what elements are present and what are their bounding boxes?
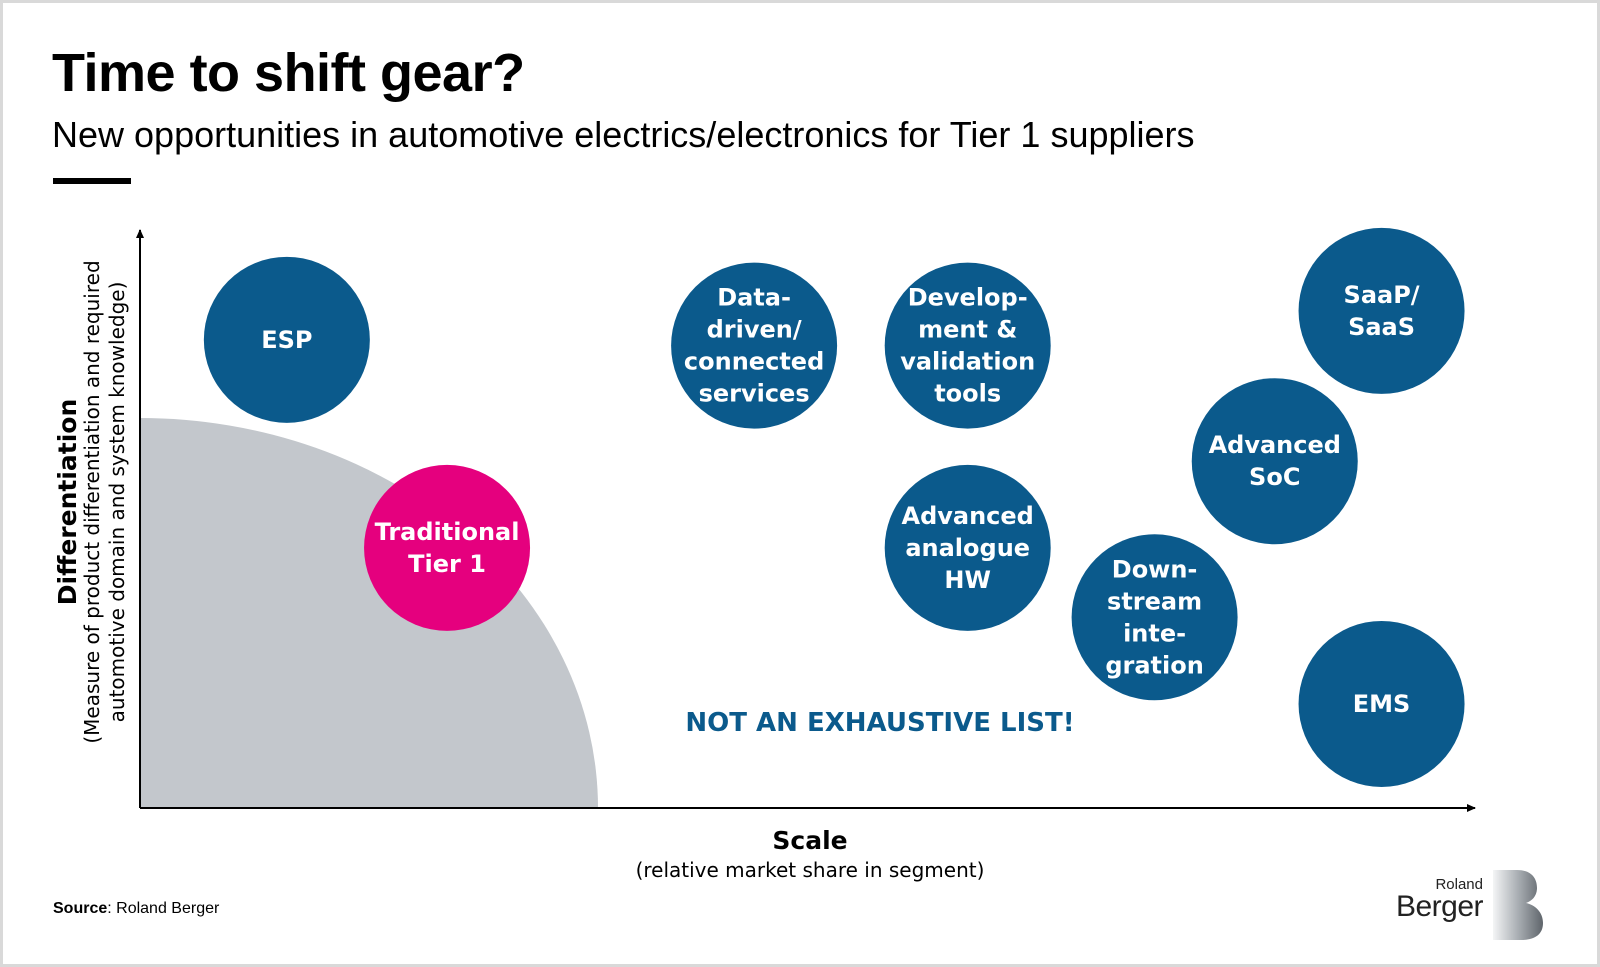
bubble-label: inte- <box>1123 619 1186 647</box>
bubble-1: Traditional Tier 1 <box>364 464 531 631</box>
source-note: Source: Roland Berger <box>53 900 219 918</box>
logo-b-mark-icon <box>1493 870 1543 940</box>
bubble-circle <box>364 464 531 631</box>
bubble-label: SoC <box>1249 463 1300 491</box>
roland-berger-logo: Roland Berger <box>1395 868 1545 948</box>
bubble-label: HW <box>944 566 991 594</box>
x-axis-sublabel: (relative market share in segment) <box>635 858 985 882</box>
bubble-label: driven/ <box>707 316 802 344</box>
bubble-circle <box>1191 378 1358 545</box>
bubble-group: ESP Traditional Tier 1 Data-driven/connecte… <box>203 227 1465 787</box>
bubble-label: Advanced <box>902 502 1034 530</box>
bubble-label: analogue <box>905 534 1030 562</box>
bubble-5: Down-stream inte-gration <box>1071 534 1238 701</box>
bubble-circle <box>671 262 838 429</box>
bubble-label: Data- <box>717 284 791 312</box>
bubble-label: Tier 1 <box>408 550 486 578</box>
not-exhaustive-note: NOT AN EXHAUSTIVE LIST! <box>685 708 1075 738</box>
bubble-circle <box>203 256 370 423</box>
bubble-circle <box>884 464 1051 631</box>
bubble-circle <box>1298 227 1465 394</box>
bubble-circle <box>884 262 1051 429</box>
source-text: : Roland Berger <box>107 900 220 917</box>
source-label: Source <box>53 900 108 917</box>
bubble-label: ESP <box>261 326 312 354</box>
bubble-label: ment & <box>918 316 1017 344</box>
bubble-label: SaaS <box>1348 313 1415 341</box>
x-axis-label: Scale <box>772 826 848 855</box>
page-subtitle: New opportunities in automotive electric… <box>52 114 1195 155</box>
bubble-label: gration <box>1105 651 1203 679</box>
bubble-0: ESP <box>203 256 370 423</box>
bubble-label: EMS <box>1353 690 1411 718</box>
traditional-zone <box>140 418 598 808</box>
bubble-label: SaaP/ <box>1344 281 1420 309</box>
logo-text-berger: Berger <box>1395 890 1484 923</box>
bubble-6: Advanced SoC <box>1191 378 1358 545</box>
bubble-label: Develop- <box>908 284 1028 312</box>
bubble-8: EMS <box>1298 620 1465 787</box>
bubble-label: Advanced <box>1209 431 1341 459</box>
bubble-label: tools <box>934 380 1001 408</box>
bubble-label: Traditional <box>375 518 520 546</box>
bubble-7: SaaP/SaaS <box>1298 227 1465 394</box>
bubble-circle <box>1298 620 1465 787</box>
y-axis-sublabel-line2: automotive domain and system knowledge) <box>105 282 129 723</box>
bubble-label: connected <box>684 348 824 376</box>
title-underline <box>53 178 131 184</box>
bubble-label: Down- <box>1112 555 1198 583</box>
bubble-circle <box>1071 534 1238 701</box>
bubble-label: stream <box>1107 587 1202 615</box>
y-axis-label: Differentiation <box>53 399 82 606</box>
bubble-2: Data-driven/connected services <box>671 262 838 429</box>
bubble-label: validation <box>900 348 1035 376</box>
bubble-4: Advanced analogue HW <box>884 464 1051 631</box>
bubble-3: Develop-ment & validation tools <box>884 262 1051 429</box>
bubble-label: services <box>699 380 810 408</box>
page-title: Time to shift gear? <box>52 43 525 103</box>
y-axis-sublabel-line1: (Measure of product differentiation and … <box>80 260 104 743</box>
logo-text-roland: Roland <box>1435 876 1483 893</box>
